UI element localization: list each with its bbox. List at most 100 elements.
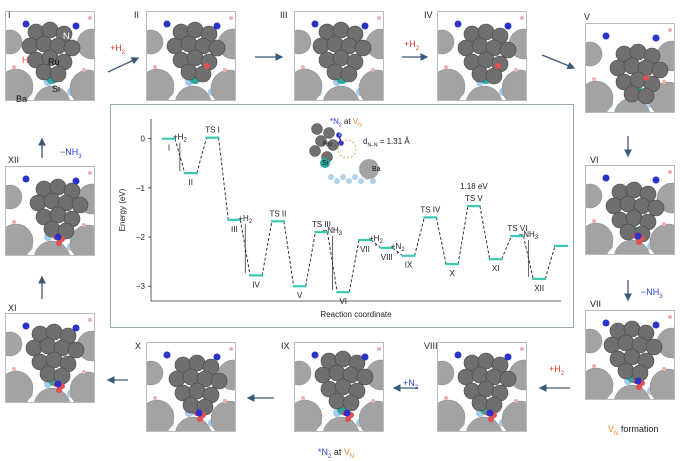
- h-atom: [88, 171, 92, 175]
- panel-label-III: III: [280, 10, 288, 20]
- h-atom: [82, 370, 86, 374]
- support-atom: [358, 178, 364, 184]
- note-n2-at-vn: *N2 at VN: [318, 447, 355, 460]
- inset-ru: Ru: [323, 141, 332, 148]
- panel-VII: [585, 310, 675, 400]
- panel-IX: [294, 342, 384, 432]
- h-atom: [56, 387, 62, 393]
- ru-atom: [354, 39, 372, 57]
- support-atom: [328, 174, 334, 180]
- panel-XII: [5, 166, 95, 256]
- inset-dnn: dN–N = 1.31 Å: [363, 137, 410, 149]
- support-atom: [334, 178, 340, 184]
- connector-line: [479, 205, 491, 260]
- h-atom: [636, 384, 642, 390]
- state-label: VII: [360, 245, 370, 254]
- ba-atom: [6, 68, 34, 100]
- state-label: V: [297, 291, 303, 300]
- panel-V: [585, 23, 675, 113]
- n-atom: [486, 409, 494, 417]
- y-tick-label: −3: [136, 282, 146, 291]
- state-label: X: [449, 269, 455, 278]
- n-atom: [634, 232, 642, 240]
- ru-atom: [67, 341, 85, 359]
- n-atom: [454, 20, 462, 28]
- n-atom: [22, 20, 30, 28]
- h-atom: [592, 364, 596, 368]
- connector-line: [414, 217, 425, 256]
- ba-atom: [438, 360, 455, 386]
- h-atom: [514, 68, 518, 72]
- step-annotation: +N2: [391, 242, 405, 253]
- ba-atom: [358, 69, 383, 100]
- panel-VI: [585, 165, 675, 255]
- state-label: XI: [492, 264, 500, 273]
- ru-atom: [485, 67, 503, 85]
- n-atom: [163, 351, 171, 359]
- n-atom: [72, 177, 80, 185]
- h-atom: [371, 68, 375, 72]
- state-label: II: [189, 178, 193, 187]
- n-atom: [634, 377, 642, 385]
- ba-atom: [586, 328, 603, 354]
- n-atom: [311, 20, 319, 28]
- panel-IV: [437, 11, 527, 101]
- x-axis-label: Reaction coordinate: [320, 310, 392, 319]
- si-label: Si: [52, 84, 61, 94]
- step-annotation: +H2: [173, 133, 187, 144]
- ru-atom: [57, 222, 75, 240]
- h-atom: [223, 68, 227, 72]
- n-atom: [361, 353, 369, 361]
- n-atom: [602, 319, 610, 327]
- ba-atom: [210, 69, 235, 100]
- si-atom: [320, 158, 330, 168]
- barrier-label: 1.18 eV: [460, 182, 488, 191]
- panel-VIII: [437, 342, 527, 432]
- state-label: TS V: [465, 194, 483, 203]
- ba-atom: [438, 68, 466, 100]
- ru-atom: [637, 87, 655, 105]
- ba-atom: [69, 371, 94, 402]
- panel-label-IV: IV: [424, 10, 433, 20]
- h-atom: [301, 65, 305, 69]
- h-atom: [301, 396, 305, 400]
- ba-atom: [586, 367, 614, 399]
- inset-title: *N2 at VN: [330, 117, 362, 129]
- state-label: I: [168, 144, 170, 153]
- ru-atom: [342, 394, 360, 412]
- panel-XI: [5, 313, 95, 403]
- state-label: IV: [252, 280, 260, 289]
- h-atom: [82, 223, 86, 227]
- panel-label-I: I: [8, 10, 11, 20]
- ba-atom: [6, 29, 23, 55]
- state-label: IX: [405, 261, 413, 270]
- ru-atom: [499, 370, 517, 388]
- ba-atom: [147, 29, 164, 55]
- ba-atom: [501, 69, 526, 100]
- h-atom: [592, 77, 596, 81]
- h-atom: [520, 16, 524, 20]
- n-atom: [54, 233, 62, 241]
- ba-atom: [147, 360, 164, 386]
- ba-atom: [649, 223, 674, 254]
- vacancy-marker: [337, 139, 357, 159]
- h-atom: [229, 16, 233, 20]
- n-atom: [163, 20, 171, 28]
- h-atom: [643, 75, 649, 81]
- ru-atom: [309, 145, 321, 157]
- panel-label-II: II: [134, 10, 140, 20]
- ru-atom: [647, 199, 665, 217]
- h-atom: [636, 239, 642, 245]
- note-i-ii: +H2: [110, 43, 126, 56]
- ba-atom: [69, 224, 94, 255]
- step-annotation: +H2: [238, 214, 252, 225]
- state-label: TS III: [312, 220, 331, 229]
- n-atom: [72, 22, 80, 30]
- ru-atom: [208, 39, 226, 57]
- ru-atom: [210, 372, 228, 390]
- h-atom: [204, 63, 210, 69]
- h-atom: [153, 65, 157, 69]
- h-atom: [223, 399, 227, 403]
- ba-atom: [147, 68, 175, 100]
